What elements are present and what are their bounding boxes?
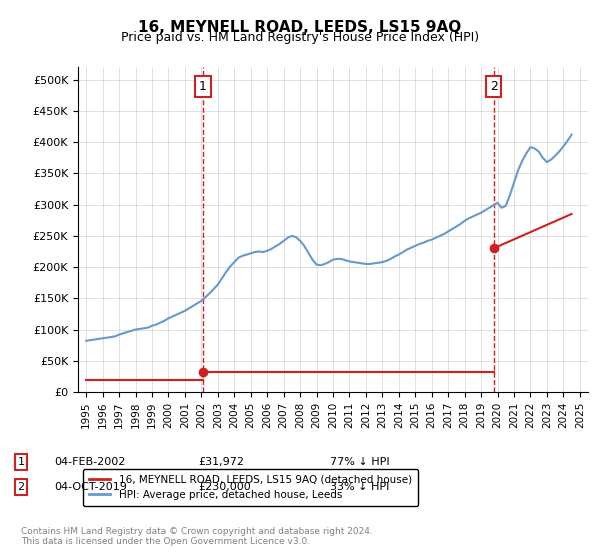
Text: 16, MEYNELL ROAD, LEEDS, LS15 9AQ: 16, MEYNELL ROAD, LEEDS, LS15 9AQ [139,20,461,35]
Text: 2: 2 [490,80,497,93]
Text: 2: 2 [17,482,25,492]
Text: £230,000: £230,000 [198,482,251,492]
Text: £31,972: £31,972 [198,457,244,467]
Text: 1: 1 [199,80,207,93]
Text: Price paid vs. HM Land Registry's House Price Index (HPI): Price paid vs. HM Land Registry's House … [121,31,479,44]
Text: 77% ↓ HPI: 77% ↓ HPI [330,457,389,467]
Text: 33% ↓ HPI: 33% ↓ HPI [330,482,389,492]
Text: 04-OCT-2019: 04-OCT-2019 [54,482,127,492]
Text: 1: 1 [17,457,25,467]
Legend: 16, MEYNELL ROAD, LEEDS, LS15 9AQ (detached house), HPI: Average price, detached: 16, MEYNELL ROAD, LEEDS, LS15 9AQ (detac… [83,469,418,506]
Text: 04-FEB-2002: 04-FEB-2002 [54,457,125,467]
Text: Contains HM Land Registry data © Crown copyright and database right 2024.
This d: Contains HM Land Registry data © Crown c… [21,526,373,546]
